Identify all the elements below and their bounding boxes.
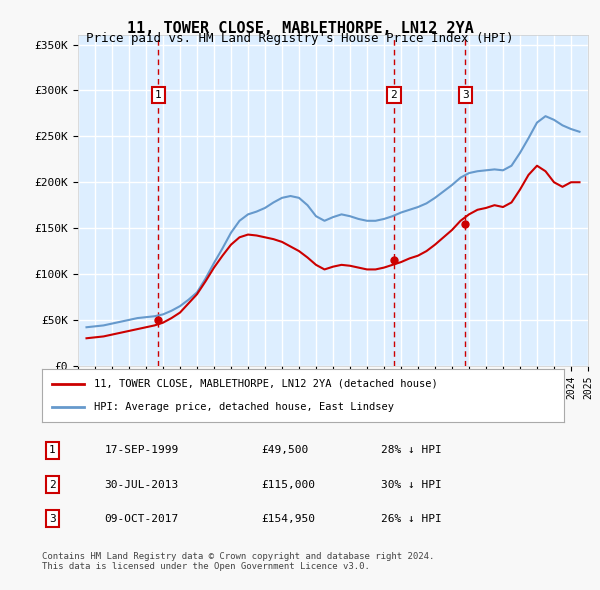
Text: 3: 3 — [462, 90, 469, 100]
Text: 28% ↓ HPI: 28% ↓ HPI — [382, 445, 442, 455]
Text: 11, TOWER CLOSE, MABLETHORPE, LN12 2YA (detached house): 11, TOWER CLOSE, MABLETHORPE, LN12 2YA (… — [94, 379, 438, 389]
Text: £154,950: £154,950 — [261, 514, 315, 523]
Text: £115,000: £115,000 — [261, 480, 315, 490]
Text: 09-OCT-2017: 09-OCT-2017 — [104, 514, 179, 523]
Text: 3: 3 — [49, 514, 56, 523]
Text: 26% ↓ HPI: 26% ↓ HPI — [382, 514, 442, 523]
Text: £49,500: £49,500 — [261, 445, 308, 455]
Text: 1: 1 — [49, 445, 56, 455]
Text: 1: 1 — [155, 90, 161, 100]
Text: 2: 2 — [49, 480, 56, 490]
Text: 11, TOWER CLOSE, MABLETHORPE, LN12 2YA: 11, TOWER CLOSE, MABLETHORPE, LN12 2YA — [127, 21, 473, 35]
Text: HPI: Average price, detached house, East Lindsey: HPI: Average price, detached house, East… — [94, 402, 394, 412]
Text: Price paid vs. HM Land Registry's House Price Index (HPI): Price paid vs. HM Land Registry's House … — [86, 32, 514, 45]
Text: 17-SEP-1999: 17-SEP-1999 — [104, 445, 179, 455]
Text: Contains HM Land Registry data © Crown copyright and database right 2024.
This d: Contains HM Land Registry data © Crown c… — [42, 552, 434, 571]
Text: 2: 2 — [391, 90, 397, 100]
Text: 30% ↓ HPI: 30% ↓ HPI — [382, 480, 442, 490]
Text: 30-JUL-2013: 30-JUL-2013 — [104, 480, 179, 490]
